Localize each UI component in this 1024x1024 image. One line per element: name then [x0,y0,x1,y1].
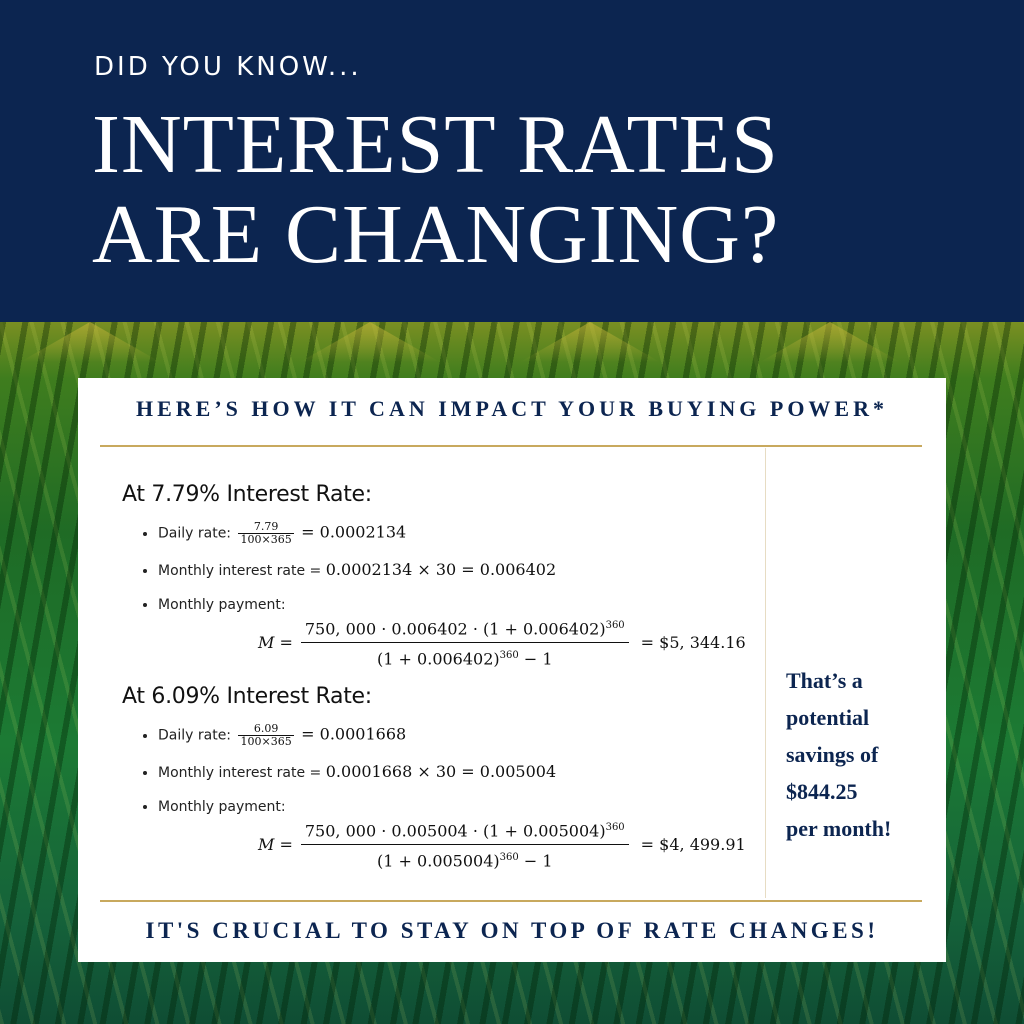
formula-denominator: (1 + 0.005004)360 − 1 [301,845,629,871]
bottom-divider [100,900,922,902]
headline-line-2: ARE CHANGING? [92,188,780,281]
savings-amount: $844.25 [786,779,858,804]
list-item: Daily rate: 7.79 100×365 = 0.0002134 [158,521,742,546]
list-item: Daily rate: 6.09 100×365 = 0.0001668 [158,723,742,748]
card-title: HERE’S HOW IT CAN IMPACT YOUR BUYING POW… [135,396,888,421]
savings-line-3: savings of [786,742,879,767]
calculation-list: Daily rate: 7.79 100×365 = 0.0002134 Mon… [122,521,742,615]
section-heading: At 7.79% Interest Rate: [122,482,372,507]
denominator-tail: − 1 [518,649,553,669]
daily-rate-fraction: 6.09 100×365 [238,723,294,748]
list-item: Monthly payment: [158,797,742,817]
monthly-rate-label: Monthly interest rate = [158,563,322,579]
savings-callout: That’s a potential savings of $844.25 pe… [786,662,936,847]
numerator-exponent: 360 [605,822,625,833]
fraction-denominator: 100×365 [240,533,292,546]
rate-section-2: At 6.09% Interest Rate: Daily rate: 6.09… [122,684,742,831]
daily-rate-label: Daily rate: [158,727,232,744]
list-item: Monthly payment: [158,595,742,615]
formula-fraction: 750, 000 · 0.005004 · (1 + 0.005004)360 … [300,818,629,872]
monthly-payment-label: Monthly payment: [158,597,286,613]
numerator-exponent: 360 [605,620,625,631]
headline: INTEREST RATES ARE CHANGING? [92,100,779,280]
top-divider [100,445,922,447]
denominator-tail: − 1 [518,851,553,871]
payment-formula-1: M = 750, 000 · 0.006402 · (1 + 0.006402)… [258,616,750,670]
formula-fraction: 750, 000 · 0.006402 · (1 + 0.006402)360 … [300,616,629,670]
formula-result: = $4, 499.91 [640,835,746,855]
rate-section-1: At 7.79% Interest Rate: Daily rate: 7.79… [122,482,742,629]
numerator-text: 750, 000 · 0.005004 · (1 + 0.005004) [304,821,606,841]
card-footer: IT'S CRUCIAL TO STAY ON TOP OF RATE CHAN… [145,918,879,943]
info-card: HERE’S HOW IT CAN IMPACT YOUR BUYING POW… [78,378,946,962]
fraction-numerator: 6.09 [238,723,294,736]
numerator-text: 750, 000 · 0.006402 · (1 + 0.006402) [304,619,606,639]
monthly-rate-expression: 0.0002134 × 30 = 0.006402 [325,560,557,579]
formula-lhs: M = [258,835,293,855]
formula-denominator: (1 + 0.006402)360 − 1 [301,643,629,669]
denominator-text: (1 + 0.006402) [377,649,500,669]
fraction-numerator: 7.79 [238,521,294,534]
list-item: Monthly interest rate = 0.0001668 × 30 =… [158,762,742,783]
monthly-rate-label: Monthly interest rate = [158,765,322,781]
formula-numerator: 750, 000 · 0.006402 · (1 + 0.006402)360 [300,616,629,644]
savings-line-2: potential [786,705,870,730]
daily-rate-label: Daily rate: [158,525,232,542]
daily-rate-fraction: 7.79 100×365 [238,521,294,546]
payment-formula-2: M = 750, 000 · 0.005004 · (1 + 0.005004)… [258,818,750,872]
daily-rate-result: = 0.0001668 [301,724,407,744]
list-item: Monthly interest rate = 0.0002134 × 30 =… [158,560,742,581]
headline-line-1: INTEREST RATES [92,98,779,191]
kicker-text: DID YOU KNOW... [94,52,362,82]
formula-numerator: 750, 000 · 0.005004 · (1 + 0.005004)360 [300,818,629,846]
monthly-payment-label: Monthly payment: [158,799,286,815]
daily-rate-result: = 0.0002134 [301,522,407,542]
vertical-divider [765,448,766,898]
savings-line-5: per month! [786,816,892,841]
section-heading: At 6.09% Interest Rate: [122,684,372,709]
denominator-text: (1 + 0.005004) [377,851,500,871]
calculation-list: Daily rate: 6.09 100×365 = 0.0001668 Mon… [122,723,742,817]
header-banner: DID YOU KNOW... INTEREST RATES ARE CHANG… [0,0,1024,322]
denominator-exponent: 360 [499,650,519,662]
formula-lhs: M = [258,633,293,653]
formula-result: = $5, 344.16 [640,633,746,653]
savings-line-1: That’s a [786,668,863,693]
fraction-denominator: 100×365 [240,735,292,748]
monthly-rate-expression: 0.0001668 × 30 = 0.005004 [325,762,557,781]
denominator-exponent: 360 [499,852,519,864]
